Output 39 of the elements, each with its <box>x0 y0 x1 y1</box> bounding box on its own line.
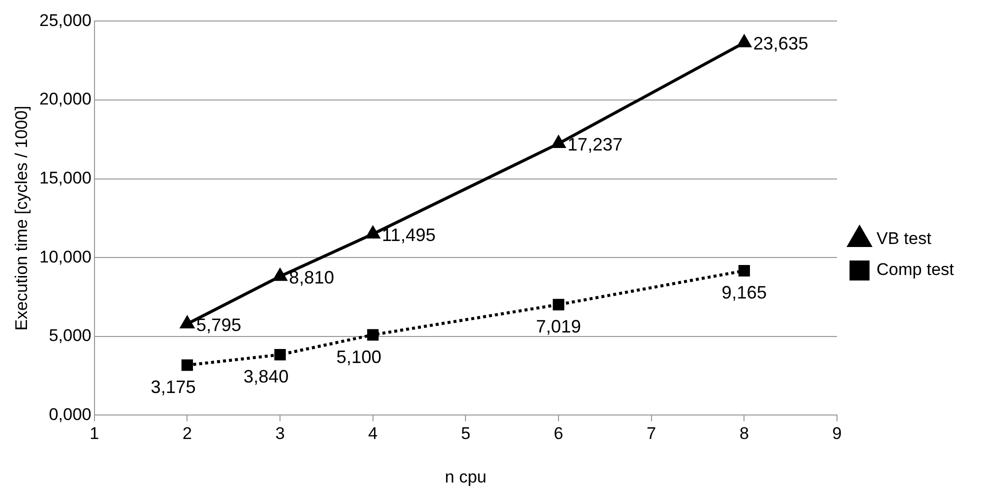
data-label: 11,495 <box>382 225 436 246</box>
point <box>181 359 193 371</box>
x-tick-label: 6 <box>554 424 564 444</box>
point <box>738 35 751 48</box>
point <box>738 265 750 276</box>
legend-label: Comp test <box>876 260 954 280</box>
x-tick-label: 3 <box>275 424 285 444</box>
legend-label: VB test <box>876 229 932 248</box>
y-tick-label: 25,000 <box>39 10 92 30</box>
data-label: 5,100 <box>336 346 382 367</box>
data-label: 3,840 <box>244 366 289 387</box>
x-tick-label: 4 <box>368 424 378 444</box>
y-tick-label: 20,000 <box>39 90 92 109</box>
y-axis-title: Execution time [cycles / 1000] <box>12 106 31 331</box>
x-tick-label: 2 <box>182 424 192 444</box>
x-axis-title: n cpu <box>444 467 487 486</box>
data-label: 3,175 <box>150 377 196 398</box>
point <box>552 136 566 148</box>
x-tick-label: 8 <box>739 424 749 444</box>
data-label: 17,237 <box>568 134 623 155</box>
point <box>366 226 380 239</box>
data-label: 8,810 <box>289 267 334 288</box>
y-tick-label: 15,000 <box>39 168 92 188</box>
point <box>180 316 194 328</box>
data-label: 5,795 <box>196 314 242 335</box>
data-label: 7,019 <box>536 316 582 337</box>
data-label: 23,635 <box>753 34 808 54</box>
x-tick-label: 9 <box>832 424 842 444</box>
point <box>552 298 564 310</box>
x-tick-label: 5 <box>460 424 470 444</box>
point <box>367 329 379 341</box>
x-tick-label: 1 <box>90 424 100 444</box>
point <box>274 348 286 360</box>
y-tick-label: 0,000 <box>48 404 92 424</box>
x-tick-label: 7 <box>646 424 656 444</box>
y-tick-label: 5,000 <box>48 326 92 346</box>
data-label: 9,165 <box>722 282 767 303</box>
y-tick-label: 10,000 <box>39 247 92 266</box>
point <box>273 268 287 281</box>
